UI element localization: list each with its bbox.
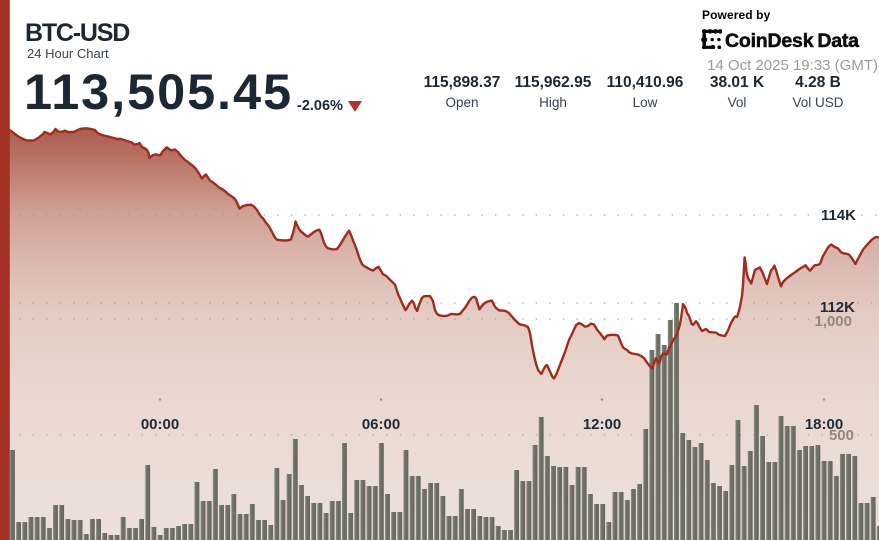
svg-text:06:00: 06:00 — [362, 416, 400, 433]
svg-text:1,000: 1,000 — [814, 313, 852, 330]
svg-text:114K: 114K — [821, 207, 856, 224]
svg-text:500: 500 — [829, 427, 854, 444]
svg-text:112K: 112K — [820, 299, 855, 316]
svg-text:00:00: 00:00 — [141, 416, 179, 433]
svg-text:18:00: 18:00 — [805, 416, 843, 433]
svg-text:12:00: 12:00 — [583, 416, 621, 433]
